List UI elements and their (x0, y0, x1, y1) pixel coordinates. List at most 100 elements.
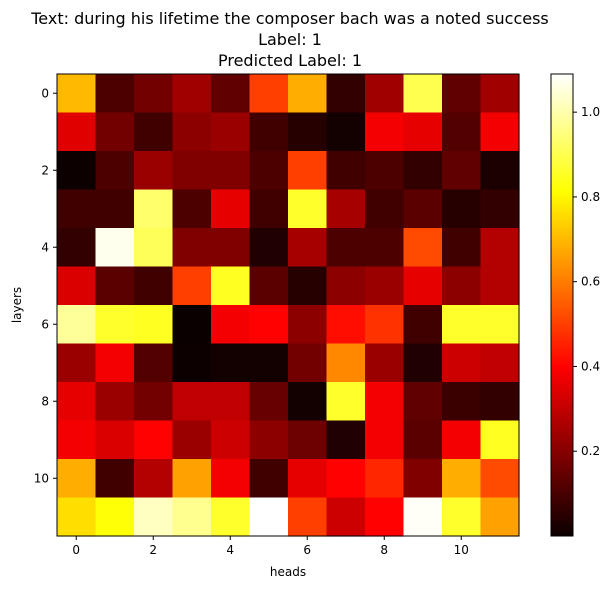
heatmap-cell (403, 459, 443, 499)
colorbar-tick-label: 0.8 (581, 190, 600, 204)
heatmap-cell (365, 112, 405, 152)
heatmap-cell (442, 189, 482, 229)
heatmap-cell (57, 497, 97, 537)
heatmap-cell (365, 74, 405, 114)
heatmap-cell (172, 266, 212, 306)
heatmap-cell (365, 343, 405, 383)
heatmap-cell (95, 420, 135, 460)
colorbar-ticks: 0.2 0.4 0.6 0.8 1.0 (573, 105, 600, 458)
heatmap-cell (403, 189, 443, 229)
heatmap-cell (211, 459, 251, 499)
heatmap-cell (134, 343, 174, 383)
heatmap-cell (249, 382, 289, 422)
heatmap-cell (288, 343, 328, 383)
heatmap-cells (57, 74, 520, 537)
heatmap-cell (172, 228, 212, 268)
y-tick-label: 4 (41, 240, 49, 254)
heatmap-cell (172, 420, 212, 460)
heatmap-cell (288, 497, 328, 537)
heatmap-cell (403, 420, 443, 460)
heatmap-cell (211, 151, 251, 191)
heatmap-cell (57, 305, 97, 345)
heatmap-cell (442, 497, 482, 537)
heatmap-cell (326, 112, 366, 152)
x-tick-label: 6 (303, 543, 311, 557)
chart-title-line-2: Label: 1 (258, 30, 322, 49)
heatmap-cell (134, 382, 174, 422)
heatmap-cell (249, 228, 289, 268)
heatmap-cell (134, 189, 174, 229)
y-tick-label: 2 (41, 163, 49, 177)
x-tick-label: 0 (72, 543, 80, 557)
heatmap-cell (288, 74, 328, 114)
heatmap-cell (134, 74, 174, 114)
heatmap-cell (288, 189, 328, 229)
heatmap-cell (211, 74, 251, 114)
heatmap-cell (403, 343, 443, 383)
heatmap-cell (249, 497, 289, 537)
heatmap-cell (288, 420, 328, 460)
heatmap-cell (95, 459, 135, 499)
heatmap-cell (442, 266, 482, 306)
heatmap-cell (480, 459, 520, 499)
heatmap-cell (249, 305, 289, 345)
heatmap-cell (95, 151, 135, 191)
heatmap-cell (403, 74, 443, 114)
heatmap-cell (326, 382, 366, 422)
chart-title-line-1: Text: during his lifetime the composer b… (30, 9, 549, 28)
heatmap-cell (480, 228, 520, 268)
heatmap-cell (57, 382, 97, 422)
heatmap-cell (249, 189, 289, 229)
heatmap-cell (211, 420, 251, 460)
heatmap-cell (480, 343, 520, 383)
heatmap-cell (442, 228, 482, 268)
y-tick-label: 10 (34, 471, 49, 485)
heatmap-cell (172, 382, 212, 422)
heatmap-cell (288, 305, 328, 345)
heatmap-cell (249, 343, 289, 383)
heatmap-cell (57, 343, 97, 383)
heatmap-cell (172, 459, 212, 499)
heatmap-cell (326, 266, 366, 306)
heatmap-cell (249, 420, 289, 460)
heatmap-cell (326, 459, 366, 499)
heatmap-cell (403, 305, 443, 345)
heatmap-cell (326, 343, 366, 383)
colorbar-tick-label: 0.6 (581, 275, 600, 289)
heatmap-cell (288, 266, 328, 306)
x-axis-label: heads (270, 565, 306, 579)
heatmap-cell (288, 228, 328, 268)
heatmap-cell (57, 420, 97, 460)
y-tick-label: 0 (41, 86, 49, 100)
heatmap-cell (480, 305, 520, 345)
heatmap-cell (249, 74, 289, 114)
heatmap-cell (326, 74, 366, 114)
x-tick-label: 2 (149, 543, 157, 557)
heatmap-cell (403, 382, 443, 422)
heatmap-cell (365, 189, 405, 229)
heatmap-cell (172, 343, 212, 383)
x-tick-label: 8 (380, 543, 388, 557)
heatmap-cell (172, 112, 212, 152)
heatmap-cell (365, 151, 405, 191)
heatmap-cell (326, 305, 366, 345)
plot-frame (56, 73, 520, 537)
heatmap-cell (365, 497, 405, 537)
heatmap-cell (288, 459, 328, 499)
heatmap-cell (326, 189, 366, 229)
heatmap-cell (288, 382, 328, 422)
heatmap-cell (365, 420, 405, 460)
heatmap-cell (172, 74, 212, 114)
heatmap-cell (326, 497, 366, 537)
heatmap-cell (134, 228, 174, 268)
heatmap-cell (249, 112, 289, 152)
heatmap-cell (365, 266, 405, 306)
heatmap-cell (172, 305, 212, 345)
heatmap-cell (95, 305, 135, 345)
heatmap-cell (211, 189, 251, 229)
x-tick-label: 4 (226, 543, 234, 557)
heatmap-cell (57, 74, 97, 114)
heatmap-cell (172, 151, 212, 191)
heatmap-cell (249, 266, 289, 306)
